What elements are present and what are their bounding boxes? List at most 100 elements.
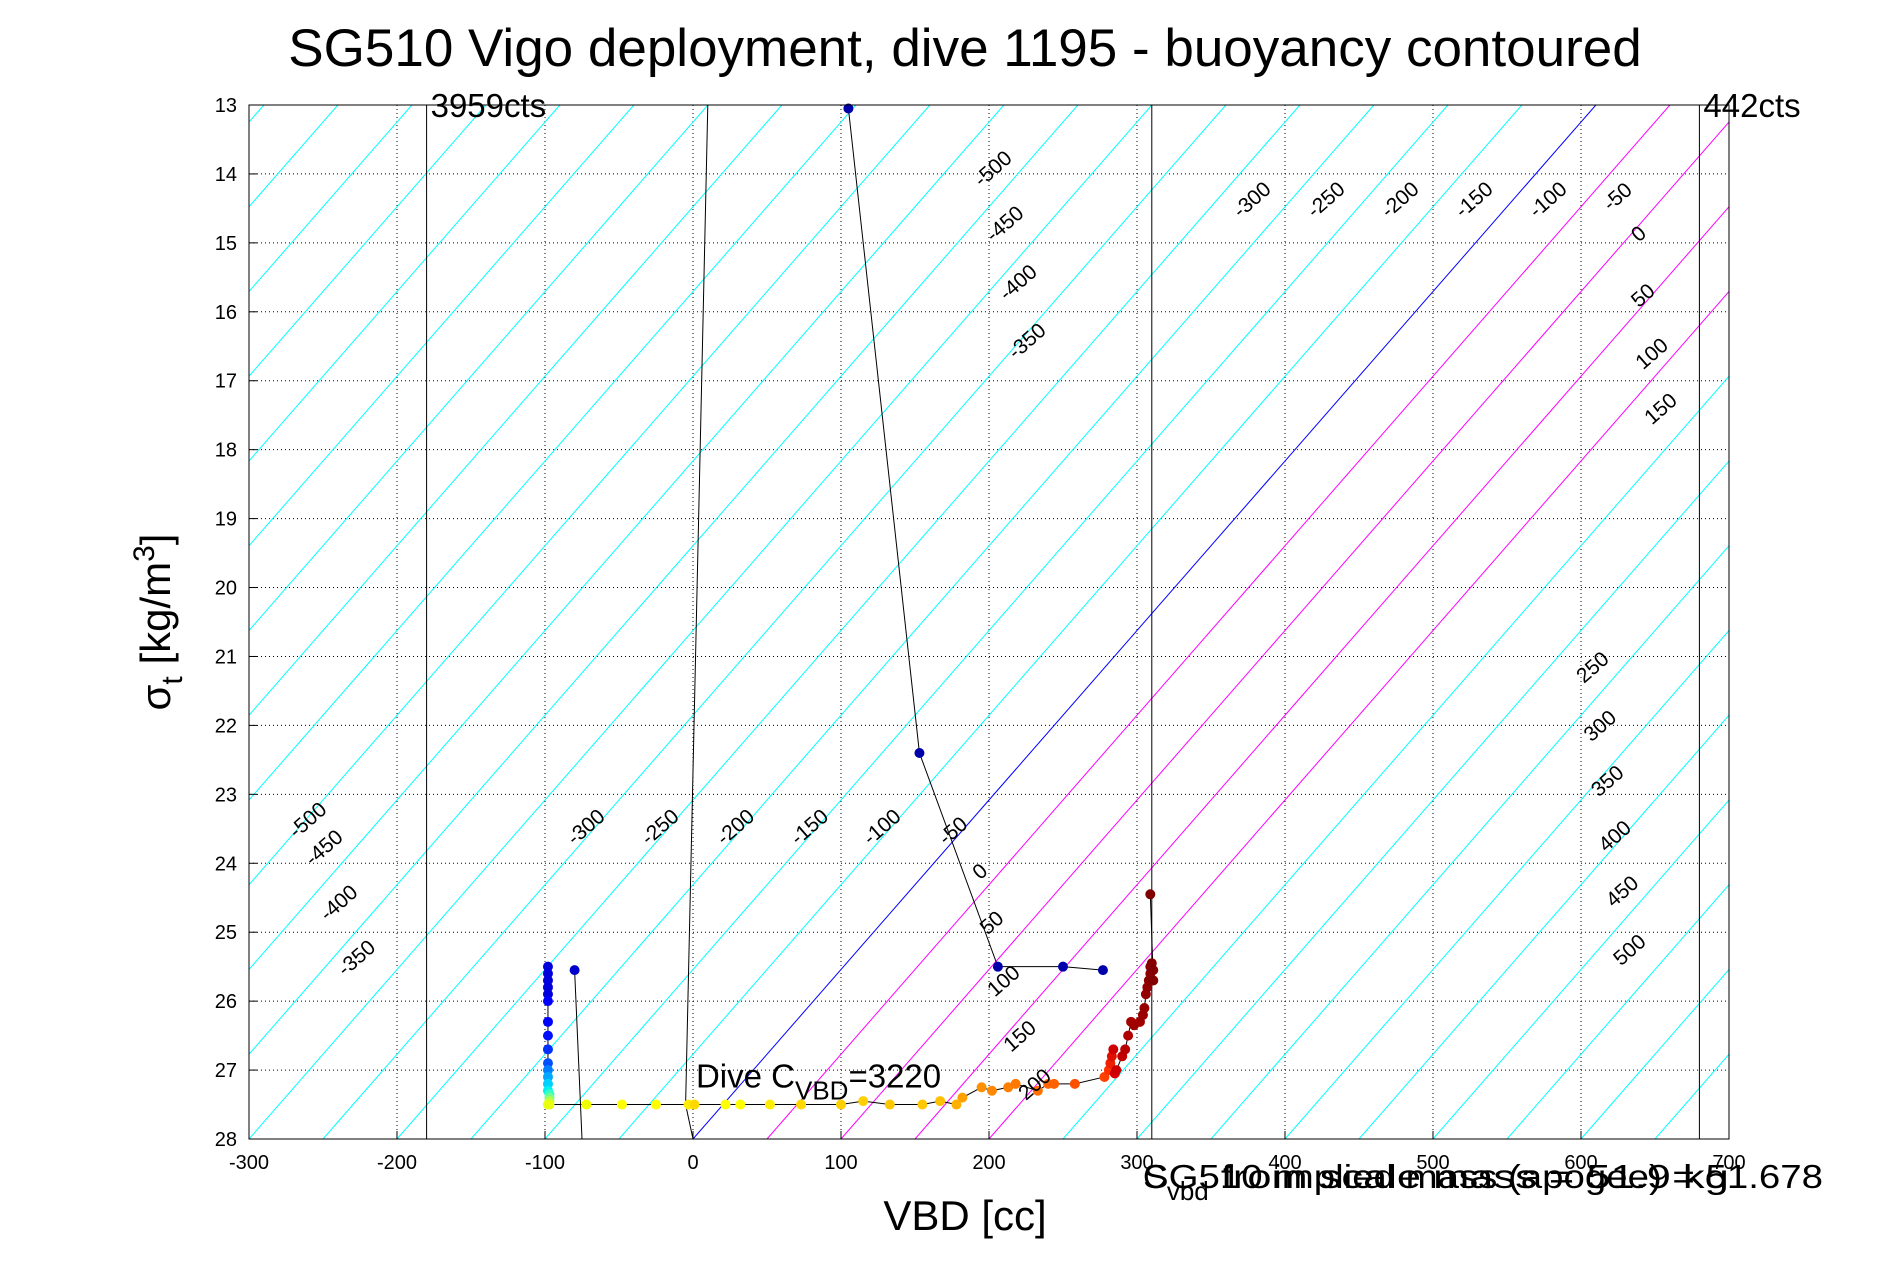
data-point xyxy=(1058,961,1068,972)
data-point xyxy=(1145,889,1156,900)
scale-mass-main: C xyxy=(1143,1158,1167,1195)
contour-line xyxy=(0,105,42,1139)
x-tick-label: 700 xyxy=(1712,1152,1745,1174)
data-point xyxy=(1148,975,1159,986)
contour-line xyxy=(1358,714,1729,1139)
data-point xyxy=(542,1044,553,1055)
data-point xyxy=(542,1016,553,1027)
x-tick-label: -100 xyxy=(525,1152,565,1174)
data-point xyxy=(884,1099,895,1110)
y-axis-label: σt [kg/m3] xyxy=(128,534,189,711)
x-tick-label: 200 xyxy=(972,1152,1005,1174)
x-axis-ticks: -300 -200 -100 0 100 200 300 400 500 600 700 xyxy=(229,1131,1746,1174)
x-axis-label: VBD [cc] xyxy=(883,1192,1046,1239)
y-axis-ticks: 13 14 15 16 17 18 19 20 21 22 23 24 25 26 27 28 xyxy=(215,95,257,1151)
data-point xyxy=(796,1099,807,1110)
data-point xyxy=(581,1099,592,1110)
y-label-base: σ xyxy=(132,684,179,710)
contour-line xyxy=(322,105,1227,1139)
data-point xyxy=(1069,1078,1080,1089)
contour-line xyxy=(249,105,561,462)
scale-mass-annotation: Cvbd from scale mass = 51.9 kg xyxy=(1143,1158,1729,1206)
contour-line xyxy=(840,121,1729,1139)
data-point xyxy=(1148,965,1159,976)
dive-cvbd-value: =3220 xyxy=(848,1057,941,1094)
contour-line xyxy=(0,105,116,1139)
data-point xyxy=(1099,1071,1110,1082)
x-tick-label: -200 xyxy=(377,1152,417,1174)
dive-cvbd-main: Dive C xyxy=(696,1057,795,1094)
x-tick-label: 500 xyxy=(1416,1152,1449,1174)
data-point xyxy=(951,1099,962,1110)
data-point xyxy=(1010,1078,1021,1089)
grid-lines xyxy=(249,105,1729,1139)
contour-line xyxy=(618,105,1523,1139)
data-point xyxy=(992,961,1003,972)
data-point xyxy=(836,1099,846,1110)
y-tick-label: 22 xyxy=(215,715,237,737)
y-label-sub: t xyxy=(156,676,189,685)
data-point xyxy=(651,1099,661,1110)
contour-line xyxy=(249,105,1005,971)
implied-mass-annotation: SG510 implied mass (apogee) = 51.678 xyxy=(1143,1158,1823,1195)
y-tick-label: 24 xyxy=(215,853,237,875)
contour-line xyxy=(249,105,709,632)
data-point xyxy=(914,747,925,758)
contour-line xyxy=(249,105,783,717)
contour-line xyxy=(1136,460,1729,1139)
scale-mass-value: from scale mass = 51.9 kg xyxy=(1209,1158,1729,1195)
contour-line xyxy=(1728,1138,1729,1139)
y-tick-label: 20 xyxy=(215,578,237,600)
contour-line xyxy=(1506,883,1729,1139)
data-point xyxy=(720,1099,731,1110)
contour-line xyxy=(1432,799,1729,1139)
contour-line xyxy=(766,105,1671,1139)
data-point xyxy=(542,996,553,1007)
data-point xyxy=(1139,1003,1150,1014)
data-point xyxy=(843,103,854,114)
contour-line xyxy=(249,105,487,378)
y-tick-label: 26 xyxy=(215,991,237,1013)
y-tick-label: 14 xyxy=(215,164,237,186)
chart-title: SG510 Vigo deployment, dive 1195 - buoya… xyxy=(288,19,1641,78)
data-point xyxy=(1049,1078,1060,1089)
contour-line xyxy=(249,105,931,886)
dive-cvbd-annotation: Dive CVBD=3220 xyxy=(696,1057,941,1105)
data-point xyxy=(542,1099,553,1110)
contour-line xyxy=(544,105,1449,1139)
data-point xyxy=(935,1096,946,1107)
contour-line xyxy=(1284,629,1729,1139)
data-point xyxy=(1120,1044,1131,1055)
y-label-unit: [kg/m xyxy=(132,562,179,676)
y-tick-label: 19 xyxy=(215,509,237,531)
data-point xyxy=(1111,1065,1122,1076)
data-point xyxy=(735,1099,746,1110)
data-point xyxy=(569,965,580,976)
x-tick-label: 100 xyxy=(824,1152,857,1174)
x-tick-label: -300 xyxy=(229,1152,269,1174)
y-tick-label: 17 xyxy=(215,371,237,393)
data-point xyxy=(957,1092,968,1103)
y-tick-label: 15 xyxy=(215,233,237,255)
contour-line xyxy=(692,105,1597,1139)
contour-line xyxy=(249,105,857,801)
data-points xyxy=(542,103,1159,1110)
contour-line xyxy=(1062,375,1729,1139)
y-tick-label: 21 xyxy=(215,646,237,668)
y-tick-label: 18 xyxy=(215,440,237,462)
data-point xyxy=(858,1096,869,1107)
data-point xyxy=(1108,1044,1119,1055)
contour-line xyxy=(249,105,1153,1139)
y-tick-label: 16 xyxy=(215,302,237,324)
y-label-sup: 3 xyxy=(128,545,161,562)
x-tick-label: 600 xyxy=(1564,1152,1597,1174)
contour-line xyxy=(988,290,1729,1139)
x-tick-label: 0 xyxy=(687,1152,698,1174)
contour-line xyxy=(1210,545,1729,1139)
contour-line xyxy=(470,105,1375,1139)
y-tick-label: 27 xyxy=(215,1060,237,1082)
data-point xyxy=(542,1030,553,1041)
contour-line xyxy=(249,105,413,293)
data-point xyxy=(976,1082,987,1093)
